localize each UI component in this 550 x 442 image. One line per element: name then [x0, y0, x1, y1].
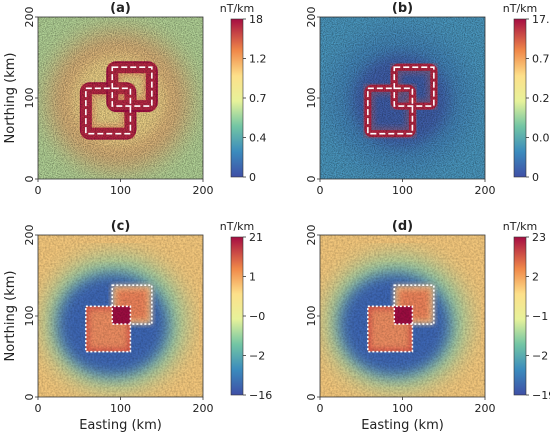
- heatmap-image: [320, 235, 485, 397]
- y-axis-label: Northing (km): [3, 53, 18, 144]
- colorbar-tick-label: 0.74: [532, 53, 550, 66]
- source-outline: [393, 284, 435, 325]
- colorbar-tick-label: 0: [532, 171, 539, 184]
- source-outline: [111, 284, 153, 325]
- y-tick-label: 100: [305, 88, 318, 109]
- x-tick-label: 200: [193, 184, 214, 197]
- source-outline: [111, 66, 153, 107]
- colorbar-tick-label: 23: [532, 231, 546, 244]
- colorbar-scale: [230, 236, 244, 396]
- x-tick-label: 0: [317, 184, 324, 197]
- colorbar-tick-label: 18: [249, 13, 263, 26]
- x-axis-label: Easting (km): [79, 418, 162, 433]
- x-tick-label: 100: [392, 184, 413, 197]
- source-outline: [85, 87, 132, 135]
- panel-title: (c): [111, 219, 131, 234]
- noise-texture: [320, 235, 485, 397]
- y-tick-label: 200: [305, 7, 318, 28]
- heatmap-image: [38, 17, 203, 179]
- heatmap-image: [320, 17, 485, 179]
- colorbar-tick-label: −1: [532, 310, 548, 323]
- heatmap-image: [38, 235, 203, 397]
- source-outline: [367, 87, 414, 135]
- x-tick-label: 200: [475, 184, 496, 197]
- x-tick-label: 0: [317, 402, 324, 415]
- colorbar-scale: [230, 18, 244, 178]
- colorbar-tick-label: −19: [532, 389, 550, 402]
- x-tick-label: 0: [35, 184, 42, 197]
- noise-texture: [38, 235, 203, 397]
- x-axis-label: Easting (km): [361, 418, 444, 433]
- colorbar-scale: [513, 18, 527, 178]
- source-outline: [367, 305, 414, 353]
- y-tick-label: 0: [305, 176, 318, 183]
- colorbar-tick-label: 0.2: [532, 92, 550, 105]
- colorbar-tick-label: 21: [249, 231, 263, 244]
- y-tick-label: 200: [23, 225, 36, 246]
- source-outline: [393, 66, 435, 107]
- colorbar-tick-label: 0.7: [249, 92, 267, 105]
- x-tick-label: 100: [110, 184, 131, 197]
- colorbar-unit: nT/km: [220, 2, 254, 15]
- panel-title: (a): [110, 1, 131, 16]
- colorbar-tick-label: −2: [249, 350, 265, 363]
- y-tick-label: 200: [305, 225, 318, 246]
- y-tick-label: 200: [23, 7, 36, 28]
- y-tick-label: 100: [23, 88, 36, 109]
- panel-title: (d): [392, 219, 413, 234]
- colorbar-scale: [513, 236, 527, 396]
- x-tick-label: 100: [392, 402, 413, 415]
- colorbar-tick-label: 0.04: [532, 132, 550, 145]
- x-tick-label: 0: [35, 402, 42, 415]
- colorbar-unit: nT/km: [220, 220, 254, 233]
- colorbar-unit: nT/km: [503, 2, 537, 15]
- y-tick-label: 100: [305, 306, 318, 327]
- y-tick-label: 100: [23, 306, 36, 327]
- y-axis-label: Northing (km): [3, 271, 18, 362]
- colorbar-tick-label: −16: [249, 389, 272, 402]
- colorbar-tick-label: 17.26: [532, 13, 550, 26]
- noise-texture: [38, 17, 203, 179]
- colorbar-tick-label: 1: [249, 271, 256, 284]
- x-tick-label: 200: [475, 402, 496, 415]
- colorbar-tick-label: −0: [249, 310, 265, 323]
- colorbar-tick-label: 0.4: [249, 132, 267, 145]
- colorbar-tick-label: 0: [249, 171, 256, 184]
- panel-c: (c) 0 100 200 0 100 200 Northing (km) Easting (k…: [3, 219, 272, 433]
- colorbar-tick-label: 2: [532, 271, 539, 284]
- y-tick-label: 0: [23, 176, 36, 183]
- noise-texture: [320, 17, 485, 179]
- colorbar-unit: nT/km: [503, 220, 537, 233]
- y-tick-label: 0: [23, 394, 36, 401]
- x-tick-label: 100: [110, 402, 131, 415]
- colorbar-tick-label: −2: [532, 350, 548, 363]
- panel-title: (b): [392, 1, 413, 16]
- colorbar-tick-label: 1.2: [249, 53, 267, 66]
- x-tick-label: 200: [193, 402, 214, 415]
- y-tick-label: 0: [305, 394, 318, 401]
- source-outline: [85, 305, 132, 353]
